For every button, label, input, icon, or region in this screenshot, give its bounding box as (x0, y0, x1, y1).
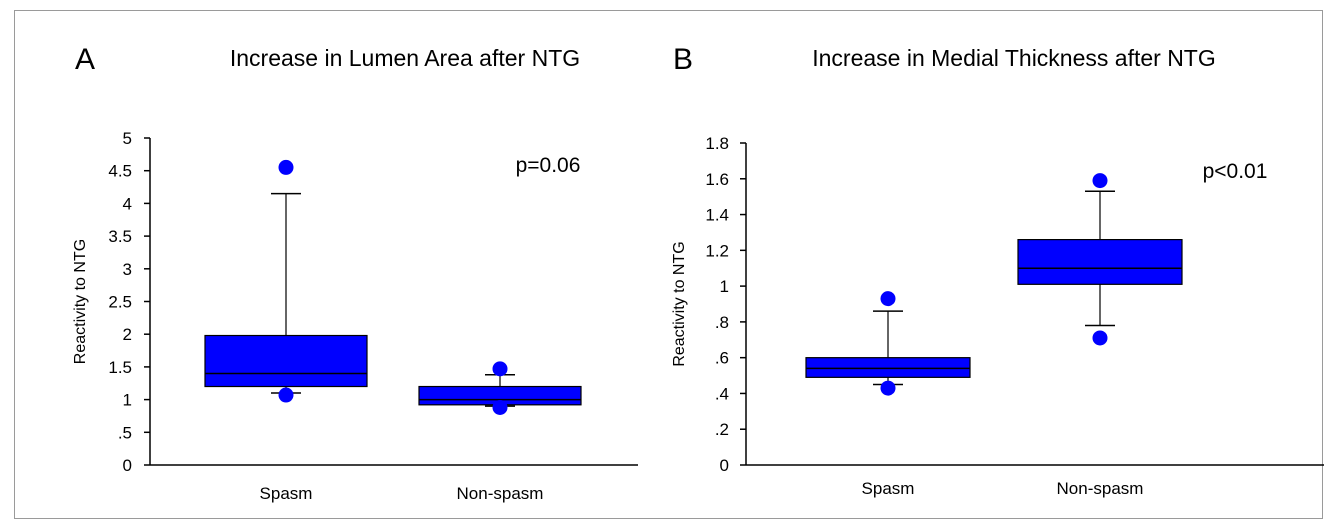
panel-a-y-tick-label: 3 (123, 260, 132, 279)
chart-panel-b: B Increase in Medial Thickness after NTG 0… (671, 43, 1324, 498)
panel-a-p-value: p=0.06 (516, 154, 581, 177)
panel-b-spasm-outlier-point (880, 291, 896, 307)
panel-b-spasm-box (805, 357, 971, 378)
panel-a-y-tick-label: 2 (123, 325, 132, 344)
panel-b-non-spasm-category-label: Non-spasm (1057, 479, 1144, 498)
panel-a-y-tick-label: 4.5 (108, 162, 132, 181)
panel-a-y-tick-label: 3.5 (108, 227, 132, 246)
panel-b-y-tick-label: .8 (715, 313, 729, 332)
panel-b-title: Increase in Medial Thickness after NTG (812, 45, 1216, 71)
panel-b-y-tick-label: 1 (720, 277, 729, 296)
panel-b-y-tick-label: 1.6 (705, 170, 729, 189)
panel-a-non-spasm-outlier-point (492, 361, 508, 377)
panel-b-y-tick-label: .4 (715, 384, 729, 403)
panel-a-spasm-category-label: Spasm (260, 484, 313, 503)
panel-a-y-tick-label: 1 (123, 391, 132, 410)
chart-panel-a: A Increase in Lumen Area after NTG 0 .5 1 1.5… (72, 43, 638, 503)
panel-b-y-tick-label: 0 (720, 456, 729, 475)
panel-a-non-spasm-category-label: Non-spasm (457, 484, 544, 503)
panel-b-spasm-category-label: Spasm (862, 479, 915, 498)
panel-a-spasm-box (204, 334, 368, 388)
panel-a-spasm-outlier-point (278, 387, 294, 403)
panel-a-spasm-outlier-point (278, 159, 294, 175)
panel-a-y-tick-label: 1.5 (108, 358, 132, 377)
panel-a-y-axis-title: Reactivity to NTG (72, 239, 89, 364)
panel-b-non-spasm-outlier-point (1092, 330, 1108, 346)
panel-b-y-tick-label: .2 (715, 420, 729, 439)
panel-b-spasm-outlier-point (880, 380, 896, 396)
panel-a-y-tick-label: 4 (123, 194, 132, 213)
panel-a-non-spasm-outlier-point (492, 399, 508, 415)
panel-a-y-tick-label: 2.5 (108, 293, 132, 312)
panel-a-y-tick-label: .5 (118, 423, 132, 442)
panel-b-label: B (673, 43, 693, 76)
panel-b-p-value: p<0.01 (1203, 160, 1268, 183)
panel-a-title: Increase in Lumen Area after NTG (230, 45, 580, 71)
panel-b-y-axis-title: Reactivity to NTG (671, 241, 688, 366)
panel-b-y-tick-label: .6 (715, 349, 729, 368)
panel-b-non-spasm-outlier-point (1092, 173, 1108, 189)
panel-a-y-tick-label: 5 (123, 129, 132, 148)
panel-a-y-tick-label: 0 (123, 456, 132, 475)
panel-b-y-tick-label: 1.4 (705, 206, 729, 225)
panel-b-y-tick-label: 1.8 (705, 134, 729, 153)
panel-a-label: A (75, 43, 95, 76)
panel-b-y-tick-label: 1.2 (705, 241, 729, 260)
panel-b-non-spasm-box (1017, 239, 1183, 285)
